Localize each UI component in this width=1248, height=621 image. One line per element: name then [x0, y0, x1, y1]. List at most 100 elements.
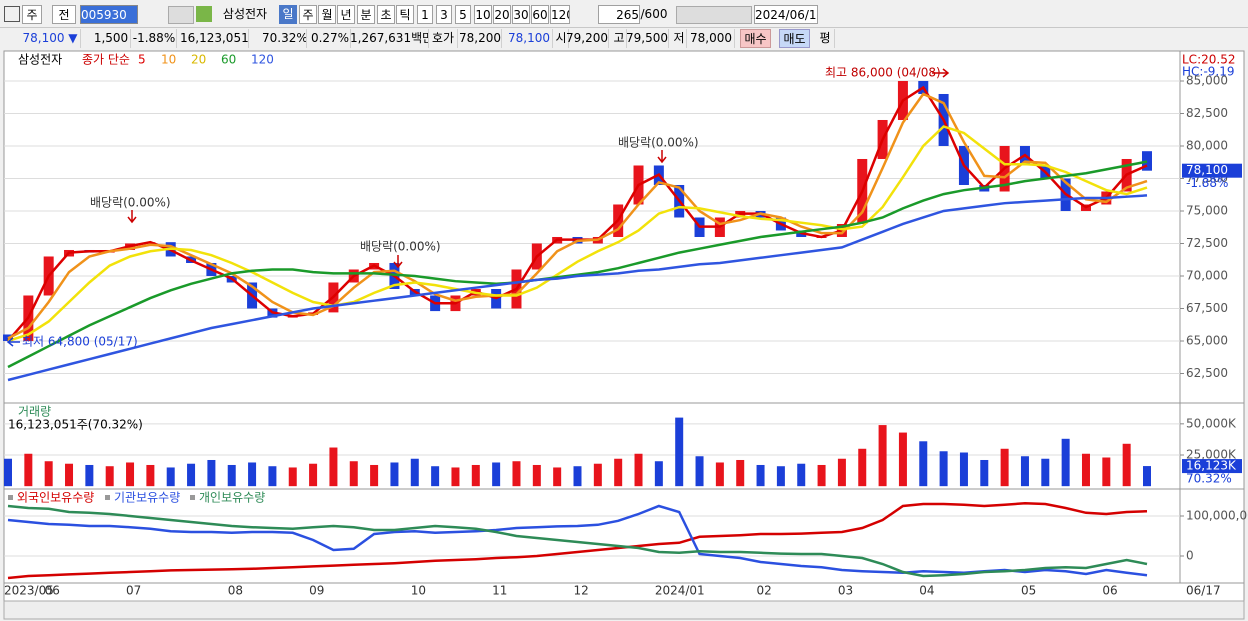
- toolbar-item[interactable]: 1: [417, 5, 433, 24]
- toolbar-item: 78,200: [459, 29, 502, 48]
- toolbar-item[interactable]: 30: [512, 5, 530, 24]
- y-tick-label: 82,500: [1186, 106, 1228, 120]
- y-tick-label: 70,000: [1186, 268, 1228, 282]
- last-change-label: -1.88%: [1186, 176, 1228, 190]
- volume-bar: [227, 464, 236, 487]
- holding-line: [7, 504, 1148, 578]
- legend-entry: 기관보유수량: [114, 491, 180, 505]
- toolbar-item[interactable]: 20: [493, 5, 511, 24]
- x-tick-label: 10: [411, 584, 426, 598]
- volume-bar: [532, 464, 541, 487]
- toolbar-item: 0.27%: [310, 29, 351, 48]
- panel-title: 거래량: [18, 405, 51, 419]
- toolbar-item: 78,100 ▼: [20, 29, 81, 48]
- volume-bar: [268, 466, 277, 487]
- volume-bar: [1041, 458, 1050, 487]
- toolbar-item: 70.32%: [262, 29, 307, 48]
- volume-bar: [634, 453, 643, 487]
- volume-bar: [776, 466, 785, 487]
- annotation-arrow: [6, 337, 20, 347]
- volume-bar: [736, 459, 745, 487]
- volume-bar: [349, 461, 358, 487]
- toolbar-item[interactable]: 매도: [779, 29, 810, 48]
- volume-bar: [44, 461, 53, 487]
- toolbar-item[interactable]: 주: [299, 5, 317, 24]
- toolbar-item[interactable]: 매수: [740, 29, 771, 48]
- volume-bar: [756, 464, 765, 487]
- volume-bar: [980, 459, 989, 487]
- x-tick-label: 12: [574, 584, 589, 598]
- ma-line: [7, 85, 1148, 342]
- plot-bg: [3, 50, 1245, 602]
- toolbar: 주전005930삼성전자일주월년분초틱13510203060120265/600…: [0, 0, 1248, 50]
- tools[interactable]: [676, 6, 752, 24]
- toolbar-item[interactable]: 2024/06/17: [754, 5, 818, 24]
- holding-line: [7, 504, 1148, 577]
- volume-bar: [695, 456, 704, 487]
- toolbar-item[interactable]: 10: [474, 5, 492, 24]
- toolbar-item[interactable]: 월: [318, 5, 336, 24]
- volume-bar: [573, 466, 582, 487]
- volume-bar: [24, 453, 33, 487]
- toolbar-item[interactable]: 초: [377, 5, 395, 24]
- axis-bg: [1179, 50, 1245, 584]
- icon[interactable]: [168, 6, 194, 24]
- toolbar-item[interactable]: 60: [531, 5, 549, 24]
- divider: [0, 27, 1248, 28]
- volume-bar: [329, 447, 338, 487]
- volume-bar: [715, 462, 724, 487]
- toolbar-item[interactable]: /600: [640, 7, 668, 21]
- legend-entry: 20: [191, 53, 206, 67]
- x-tick-label: 06: [45, 584, 60, 598]
- volume-bar: [65, 463, 74, 487]
- toolbar-item[interactable]: 주: [22, 5, 42, 24]
- legend-entry: 외국인보유수량: [17, 491, 94, 505]
- volume-bar: [837, 458, 846, 487]
- toolbar-item[interactable]: 분: [357, 5, 375, 24]
- toolbar-item[interactable]: 5: [455, 5, 471, 24]
- volume-bar: [166, 467, 175, 487]
- toolbar-item[interactable]: 삼성전자: [222, 7, 268, 21]
- y-tick-label: 67,500: [1186, 301, 1228, 315]
- candle: [1142, 151, 1152, 171]
- toolbar-item[interactable]: 년: [337, 5, 355, 24]
- toolbar-item[interactable]: 틱: [396, 5, 414, 24]
- volume-bar: [512, 461, 521, 487]
- y-tick-label: 72,500: [1186, 236, 1228, 250]
- volume-bar: [939, 451, 948, 487]
- volume-bar: [1122, 443, 1131, 487]
- toolbar-item[interactable]: 전: [52, 5, 76, 24]
- ma-line: [7, 160, 1148, 369]
- volume-bar: [451, 467, 460, 487]
- volume-bar: [614, 458, 623, 487]
- x-tick-label: 2024/01: [655, 584, 705, 598]
- legend-swatch: [8, 495, 13, 500]
- toolbar-item: -1.88%: [132, 29, 177, 48]
- y-tick-label: 62,500: [1186, 366, 1228, 380]
- y-tick-label: 80,000: [1186, 138, 1228, 152]
- toolbar-item[interactable]: 265: [598, 5, 640, 24]
- ma-line: [7, 194, 1148, 382]
- volume-bar: [390, 462, 399, 487]
- volume-bar: [105, 466, 114, 487]
- volume-bar: [858, 448, 867, 487]
- volume-bar: [654, 461, 663, 487]
- icon[interactable]: [4, 6, 20, 22]
- toolbar-item: 평: [816, 29, 835, 48]
- legend-entry: 120: [251, 53, 274, 67]
- y-tick-label: 50,000K: [1186, 416, 1237, 430]
- annotation: 배당락(0.00%): [360, 240, 441, 254]
- toolbar-item[interactable]: 3: [436, 5, 452, 24]
- toolbar-item[interactable]: 005930: [80, 5, 138, 24]
- toolbar-item[interactable]: 120: [550, 5, 570, 24]
- volume-bar: [126, 462, 135, 487]
- panel-subtitle: 16,123,051주(70.32%): [8, 418, 143, 432]
- volume-bar: [85, 464, 94, 487]
- hc-label: HC:-9.19: [1182, 65, 1235, 79]
- annotation: 배당락(0.00%): [90, 196, 171, 210]
- scrollbar: [3, 600, 1245, 620]
- volume-bar: [431, 466, 440, 487]
- volume-bar: [288, 467, 297, 487]
- toolbar-item[interactable]: 일: [279, 5, 297, 24]
